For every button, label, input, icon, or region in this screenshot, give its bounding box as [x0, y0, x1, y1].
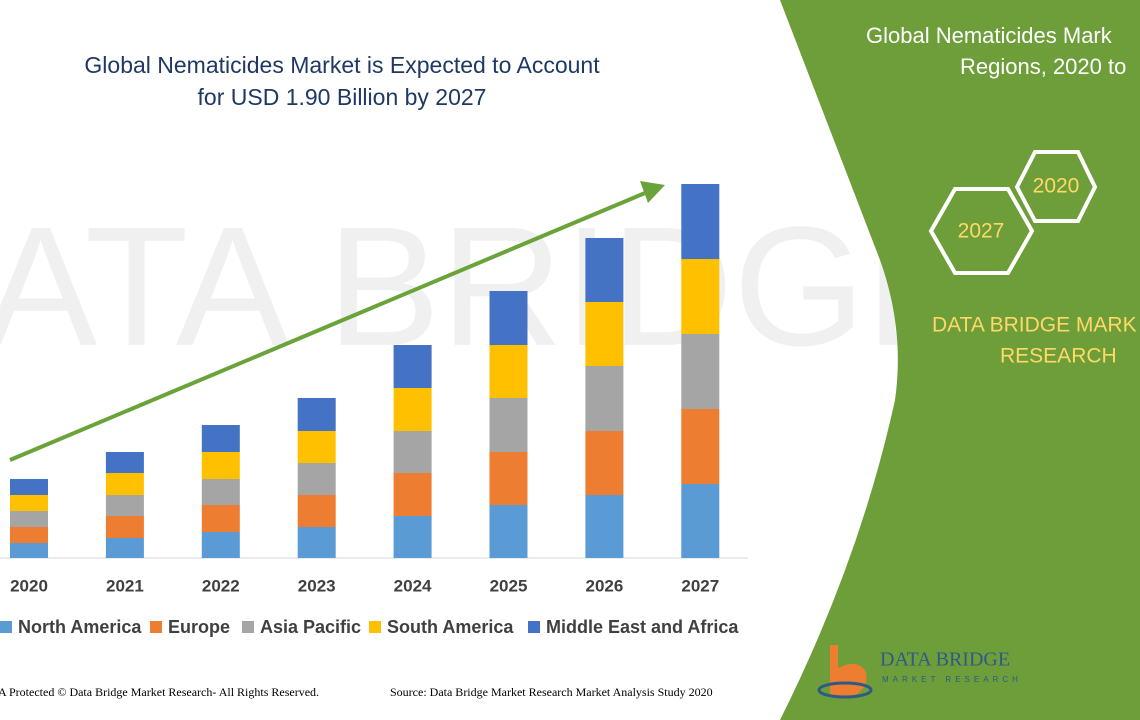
- bar-segment: [201, 532, 240, 558]
- bar-segment: [297, 431, 336, 463]
- legend-label: North America: [18, 617, 142, 637]
- bar-segment: [393, 388, 432, 431]
- x-tick-label: 2021: [106, 576, 144, 595]
- bar-segment: [297, 527, 336, 558]
- bar-segment: [585, 302, 624, 366]
- brand-text: DATA BRIDGE MARK: [932, 314, 1137, 337]
- bar-segment: [681, 409, 720, 484]
- bar-segment: [393, 473, 432, 516]
- bar-segment: [393, 431, 432, 473]
- logo-text: DATA BRIDGE: [880, 649, 1010, 671]
- x-tick-label: 2027: [681, 576, 719, 595]
- arrow-head: [640, 181, 665, 203]
- bar-segment: [201, 452, 240, 479]
- logo-swoosh: [817, 681, 873, 699]
- legend-swatch: [242, 621, 254, 633]
- bar-segment: [10, 495, 48, 511]
- bar-segment: [393, 345, 432, 388]
- bar-segment: [585, 495, 624, 558]
- bar-segment: [105, 516, 144, 538]
- legend: North America Europe Asia Pacific South Ame…: [0, 617, 739, 637]
- bar-segment: [489, 398, 528, 452]
- logo-subtext: MARKET RESEARCH: [882, 675, 1022, 684]
- rights-text: A Protected © Data Bridge Market Researc…: [0, 685, 319, 699]
- bar-segment: [10, 479, 48, 495]
- bar-segment: [681, 259, 720, 334]
- bar-segment: [489, 291, 528, 345]
- legend-swatch: [150, 621, 162, 633]
- chart-title: Global Nematicides Market is Expected to…: [84, 52, 600, 78]
- bar-segment: [681, 334, 720, 409]
- x-tick-label: 2025: [490, 576, 528, 595]
- watermark: DATA BRIDGE: [0, 192, 979, 382]
- hexagon: [928, 187, 1035, 275]
- x-tick-label: 2023: [298, 576, 336, 595]
- x-tick-label: 2022: [202, 576, 240, 595]
- bar-segment: [10, 527, 48, 543]
- bar-segment: [297, 495, 336, 527]
- bar-segment: [489, 452, 528, 505]
- legend-label: Asia Pacific: [260, 617, 361, 637]
- side-panel: [780, 0, 1140, 720]
- x-tick-label: 2024: [394, 576, 432, 595]
- legend-swatch: [369, 621, 381, 633]
- source-text: Source: Data Bridge Market Research Mark…: [390, 685, 713, 699]
- bar-segment: [681, 184, 720, 259]
- trend-arrow: [9, 191, 646, 462]
- bar-segment: [105, 473, 144, 495]
- bar-segment: [297, 398, 336, 431]
- bar-segment: [105, 538, 144, 558]
- x-tick-label: 2020: [10, 576, 48, 595]
- hex-label: 2027: [958, 220, 1005, 243]
- legend-label: Europe: [168, 617, 230, 637]
- bar-segment: [585, 238, 624, 302]
- bar-segment: [201, 479, 240, 505]
- bars: [10, 184, 720, 558]
- bar-segment: [201, 425, 240, 452]
- legend-label: Middle East and Africa: [546, 617, 739, 637]
- bar-segment: [393, 516, 432, 558]
- bar-segment: [489, 345, 528, 398]
- bar-segment: [105, 452, 144, 473]
- panel-title: Global Nematicides Mark: [866, 23, 1113, 48]
- legend-label: South America: [387, 617, 514, 637]
- bar-segment: [681, 484, 720, 558]
- brand-text: RESEARCH: [1000, 345, 1117, 368]
- legend-swatch: [0, 621, 12, 633]
- panel-title: Regions, 2020 to: [960, 54, 1126, 79]
- bar-segment: [585, 366, 624, 431]
- bar-segment: [10, 511, 48, 527]
- bar-segment: [105, 495, 144, 516]
- bar-segment: [297, 463, 336, 495]
- bar-segment: [585, 431, 624, 495]
- bar-segment: [201, 505, 240, 532]
- chart-subtitle: for USD 1.90 Billion by 2027: [198, 84, 487, 110]
- x-tick-label: 2026: [585, 576, 623, 595]
- hexagon: [1014, 150, 1098, 223]
- bar-segment: [489, 505, 528, 558]
- hex-label: 2020: [1033, 175, 1080, 198]
- bar-segment: [10, 543, 48, 558]
- legend-swatch: [528, 621, 540, 633]
